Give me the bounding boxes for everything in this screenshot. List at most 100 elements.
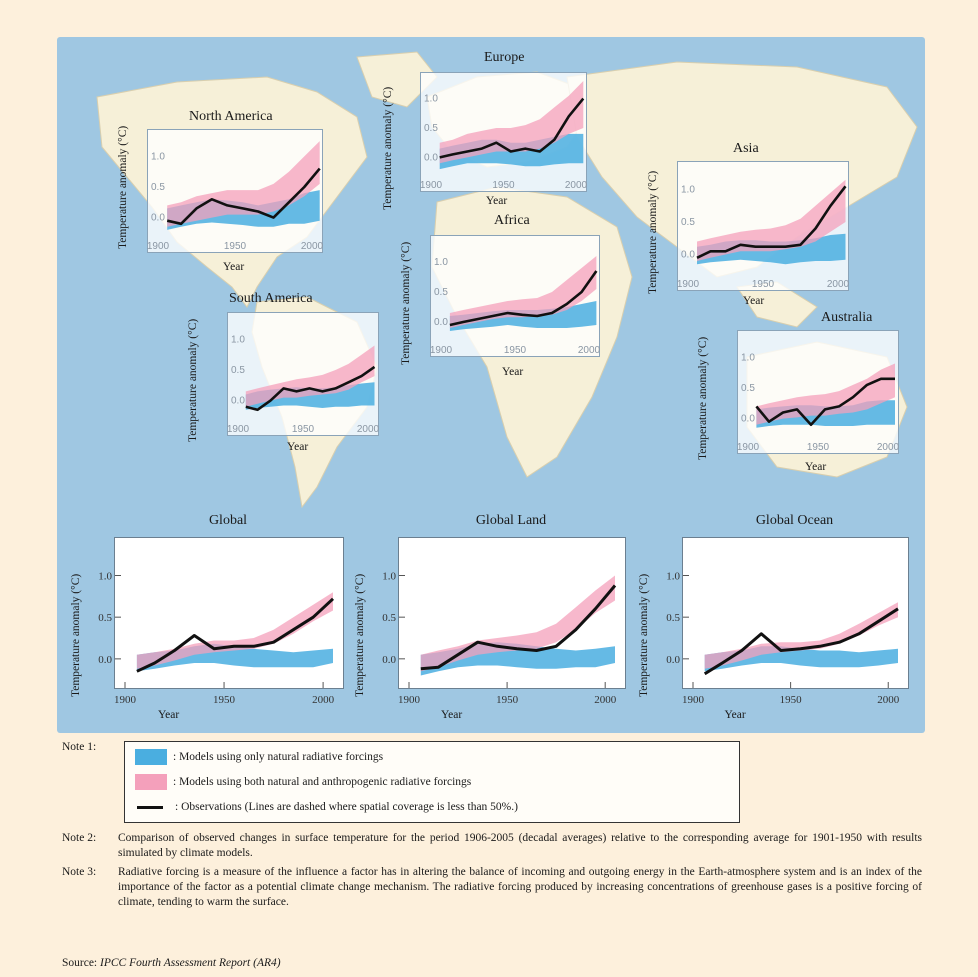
- observations-line: [755, 377, 895, 427]
- x-tick-label: 1900: [737, 442, 760, 453]
- plot-europe: 0.0 0.5 1.0 1900 1950 2000: [420, 81, 588, 191]
- x-tick-label: 1950: [213, 694, 236, 706]
- y-tick-label: 0.5: [741, 383, 755, 394]
- observations-line: [696, 185, 847, 259]
- x-tick-label: 2000: [312, 694, 335, 706]
- xlabel-australia: Year: [805, 461, 827, 473]
- y-tick-label: 0.0: [382, 654, 396, 666]
- legend-item-anthropogenic: : Models using both natural and anthropo…: [135, 772, 471, 792]
- x-tick-label: 1950: [496, 694, 519, 706]
- note2-label: Note 2:: [62, 832, 97, 844]
- note3-text: Radiative forcing is a measure of the in…: [118, 866, 922, 908]
- panel-global-ocean: 0.0 0.5 1.0 1900 1950 2000: [666, 537, 909, 706]
- x-tick-label: 1950: [224, 241, 247, 252]
- y-tick-label: 0.0: [434, 317, 448, 328]
- y-tick-label: 0.5: [424, 123, 438, 134]
- x-tick-label: 1900: [430, 345, 453, 356]
- xlabel-global-ocean: Year: [724, 709, 746, 721]
- ylabel-europe: Temperature anomaly (°C): [382, 86, 394, 210]
- title-asia: Asia: [733, 141, 759, 156]
- x-tick-label: 1950: [504, 345, 527, 356]
- x-tick-label: 2000: [357, 424, 380, 435]
- x-tick-label: 2000: [827, 279, 850, 290]
- x-tick-label: 1950: [780, 694, 803, 706]
- plot-south-america: 0.0 0.5 1.0 1900 1950 2000: [227, 334, 380, 435]
- x-tick-label: 1900: [677, 279, 700, 290]
- note3: Note 3: Radiative forcing is a measure o…: [62, 865, 922, 910]
- x-tick-label: 1950: [492, 180, 515, 191]
- y-tick-label: 0.5: [231, 365, 245, 376]
- y-tick-label: 1.0: [741, 352, 755, 363]
- x-tick-label: 2000: [301, 241, 324, 252]
- x-tick-label: 2000: [594, 694, 617, 706]
- anthropogenic-forcing-band: [439, 81, 584, 164]
- observations-swatch: [137, 805, 163, 809]
- note2-text: Comparison of observed changes in surfac…: [118, 832, 922, 859]
- x-tick-label: 1950: [752, 279, 775, 290]
- x-tick-label: 2000: [578, 345, 601, 356]
- anthropogenic-forcing-band: [704, 602, 898, 669]
- y-tick-label: 1.0: [151, 151, 165, 162]
- anthropogenic-forcing-band: [697, 179, 846, 261]
- x-tick-label: 1900: [398, 694, 421, 706]
- y-tick-label: 1.0: [666, 571, 680, 583]
- source-label: Source:: [62, 957, 101, 969]
- xlabel-global-land: Year: [441, 709, 463, 721]
- y-tick-label: 1.0: [434, 257, 448, 268]
- x-tick-label: 1900: [682, 694, 705, 706]
- plot-north-america: 0.0 0.5 1.0 1900 1950 2000: [147, 141, 324, 252]
- x-tick-label: 1900: [114, 694, 137, 706]
- y-tick-label: 0.0: [681, 250, 695, 261]
- plot-global-land: 0.0 0.5 1.0 1900 1950 2000: [382, 571, 617, 707]
- panel-europe: 0.0 0.5 1.0 1900 1950 2000: [420, 72, 588, 192]
- y-tick-label: 0.5: [98, 612, 112, 624]
- observations-line: [449, 270, 598, 327]
- x-tick-label: 2000: [877, 694, 900, 706]
- y-tick-label: 0.5: [666, 612, 680, 624]
- y-tick-label: 1.0: [681, 185, 695, 196]
- anthropogenic-forcing-band: [136, 592, 333, 669]
- ylabel-africa: Temperature anomaly (°C): [400, 241, 412, 365]
- y-tick-label: 1.0: [382, 571, 396, 583]
- y-tick-label: 0.0: [424, 152, 438, 163]
- x-tick-label: 1900: [227, 424, 250, 435]
- source-title: IPCC Fourth Assessment Report (AR4): [100, 957, 281, 969]
- climate-figure: 0.0 0.5 1.0 1900 1950 2000 North America Temper…: [57, 37, 925, 733]
- title-australia: Australia: [821, 310, 873, 325]
- title-europe: Europe: [484, 50, 525, 65]
- panel-africa: 0.0 0.5 1.0 1900 1950 2000: [430, 235, 601, 357]
- y-tick-label: 1.0: [424, 94, 438, 105]
- panel-south-america: 0.0 0.5 1.0 1900 1950 2000: [227, 312, 380, 436]
- xlabel-north-america: Year: [223, 261, 245, 273]
- panel-global-land: 0.0 0.5 1.0 1900 1950 2000: [382, 537, 626, 706]
- y-tick-label: 0.0: [741, 414, 755, 425]
- observations-line: [420, 584, 617, 671]
- ylabel-north-america: Temperature anomaly (°C): [117, 125, 129, 249]
- observations-line: [439, 97, 585, 159]
- x-tick-label: 1900: [147, 241, 170, 252]
- panel-global: 0.0 0.5 1.0 1900 1950 2000: [98, 537, 344, 706]
- source-line: Source: IPCC Fourth Assessment Report (A…: [62, 957, 281, 969]
- xlabel-south-america: Year: [287, 441, 309, 453]
- xlabel-europe: Year: [486, 195, 508, 207]
- note2: Note 2: Comparison of observed changes i…: [62, 831, 922, 861]
- y-tick-label: 0.0: [666, 654, 680, 666]
- y-tick-label: 0.0: [151, 213, 165, 224]
- plot-africa: 0.0 0.5 1.0 1900 1950 2000: [430, 256, 601, 356]
- title-global-land: Global Land: [475, 513, 547, 528]
- anthropogenic-forcing-band: [245, 345, 375, 407]
- observations-line: [166, 167, 321, 226]
- anthropogenic-swatch: [135, 774, 167, 790]
- y-tick-label: 0.0: [231, 396, 245, 407]
- ylabel-australia: Temperature anomaly (°C): [697, 336, 709, 460]
- observations-line: [245, 365, 376, 412]
- legend-item-observations: : Observations (Lines are dashed where s…: [135, 797, 518, 817]
- xlabel-africa: Year: [502, 366, 524, 378]
- note3-label: Note 3:: [62, 866, 97, 878]
- title-africa: Africa: [494, 213, 530, 228]
- observations-line: [703, 607, 899, 676]
- y-tick-label: 0.5: [151, 182, 165, 193]
- panel-australia: 0.0 0.5 1.0 1900 1950 2000: [737, 330, 900, 454]
- y-tick-label: 1.0: [98, 571, 112, 583]
- y-tick-label: 0.5: [382, 612, 396, 624]
